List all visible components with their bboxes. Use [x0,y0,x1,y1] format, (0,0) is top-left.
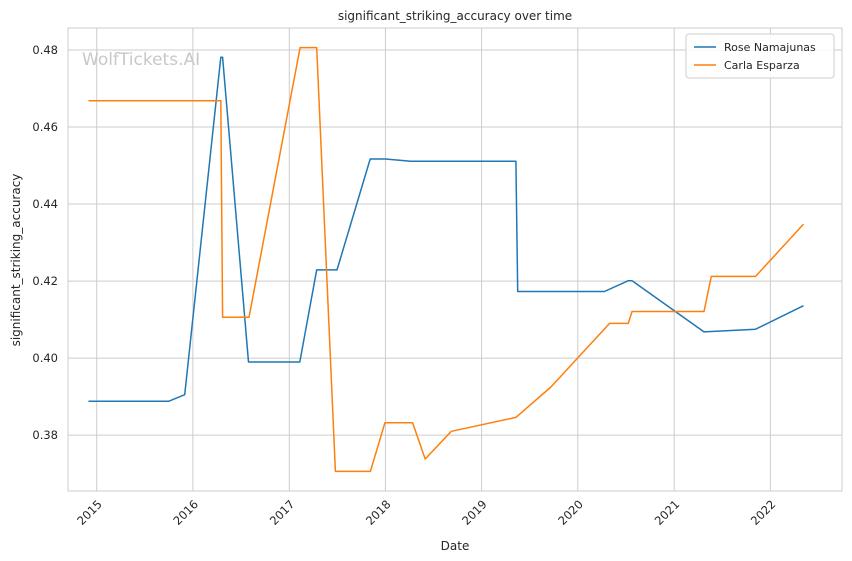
chart-title: significant_striking_accuracy over time [338,9,572,23]
series-line-2 [88,46,805,473]
series-line-1 [88,56,804,403]
legend-box [685,33,835,79]
legend-entry: Rose Namajunas [724,41,816,54]
y-tick-label: 0.44 [32,197,58,211]
y-tick-label: 0.40 [32,351,58,365]
y-axis-label: significant_striking_accuracy [9,174,23,347]
series-layer [88,46,805,473]
watermark: WolfTickets.AI [82,50,200,70]
plot-frame [67,27,843,492]
y-tick-label: 0.38 [32,428,58,442]
x-axis-label: Date [441,539,470,553]
y-tick-label: 0.48 [32,43,58,57]
legend: Rose Namajunas Carla Esparza [685,33,835,79]
y-tick-label: 0.42 [32,274,58,288]
legend-entry: Carla Esparza [724,59,800,72]
y-axis-ticks: 0.38 0.40 0.42 0.44 0.46 0.48 [32,43,58,442]
y-tick-label: 0.46 [32,120,58,134]
